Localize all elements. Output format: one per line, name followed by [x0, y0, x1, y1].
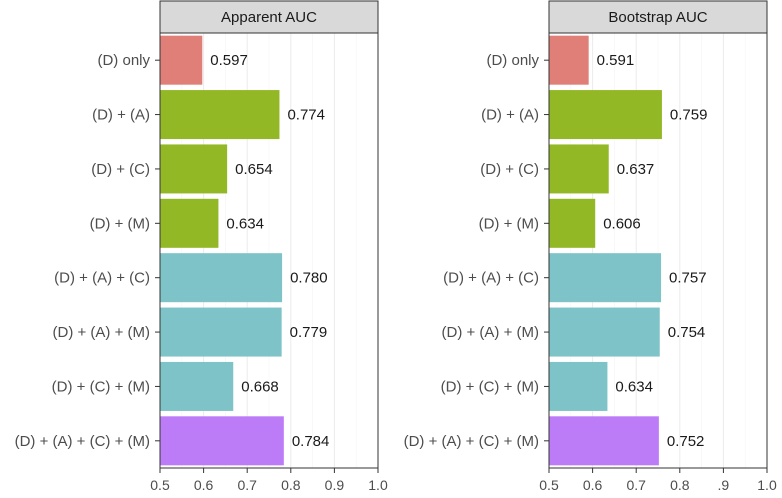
data-label: 0.654	[235, 161, 273, 178]
category-label: (D) + (M)	[90, 215, 150, 232]
category-label: (D) + (A) + (C) + (M)	[15, 433, 150, 450]
x-tick-label: 0.8	[670, 477, 690, 493]
x-tick-label: 1.0	[757, 477, 777, 493]
data-label: 0.779	[290, 324, 328, 341]
category-label: (D) + (C) + (M)	[52, 378, 150, 395]
bar	[549, 90, 662, 140]
category-label: (D) + (C)	[91, 161, 150, 178]
panel-1-title: Apparent AUC	[221, 9, 317, 26]
x-tick-label: 0.9	[325, 477, 345, 493]
category-label: (D) + (A)	[481, 107, 539, 124]
category-label: (D) + (C)	[480, 161, 539, 178]
data-label: 0.754	[668, 324, 706, 341]
x-tick-label: 0.7	[626, 477, 646, 493]
data-label: 0.774	[287, 107, 325, 124]
bar	[160, 361, 234, 411]
bar	[160, 144, 228, 194]
data-label: 0.591	[597, 52, 635, 69]
category-label: (D) only	[486, 52, 539, 69]
bar	[549, 198, 596, 248]
category-label: (D) + (C) + (M)	[441, 378, 539, 395]
x-tick-label: 0.6	[194, 477, 214, 493]
bar	[549, 35, 589, 85]
x-tick-label: 0.6	[583, 477, 603, 493]
data-label: 0.668	[241, 378, 279, 395]
data-label: 0.634	[226, 215, 264, 232]
category-label: (D) + (A) + (M)	[442, 324, 540, 341]
bar	[549, 361, 608, 411]
x-tick-label: 0.5	[539, 477, 559, 493]
category-label: (D) only	[97, 52, 150, 69]
panel-2-strip	[548, 0, 768, 34]
bar	[549, 253, 662, 303]
category-label: (D) + (A) + (C)	[54, 270, 150, 287]
data-label: 0.752	[667, 433, 705, 450]
data-label: 0.606	[603, 215, 641, 232]
panel-2-border	[548, 32, 768, 469]
x-tick-label: 0.5	[150, 477, 170, 493]
category-label: (D) + (A) + (C)	[443, 270, 539, 287]
data-label: 0.759	[670, 107, 708, 124]
category-label: (D) + (A) + (M)	[53, 324, 151, 341]
panel-1: Apparent AUC 0.597 (D) only 0.774 (D) + (A) 0…	[15, 0, 388, 493]
data-label: 0.757	[669, 270, 707, 287]
data-label: 0.780	[290, 270, 328, 287]
x-tick-label: .9	[718, 477, 730, 493]
bar	[549, 416, 659, 466]
bar	[160, 90, 280, 140]
category-label: (D) + (M)	[479, 215, 539, 232]
category-label: (D) + (A) + (C) + (M)	[404, 433, 539, 450]
bar	[549, 144, 609, 194]
x-tick-label: 1.0	[368, 477, 388, 493]
bar	[160, 35, 203, 85]
panel-1-strip	[159, 0, 379, 34]
data-label: 0.637	[617, 161, 655, 178]
bar	[549, 307, 660, 357]
x-tick-label: 0.8	[281, 477, 301, 493]
bar	[160, 198, 219, 248]
panel-1-border	[159, 32, 379, 469]
category-label: (D) + (A)	[92, 107, 150, 124]
bar	[160, 253, 283, 303]
panel-2: Bootstrap AUC 0.591 (D) only 0.759 (D) + (A)…	[404, 0, 777, 493]
bar	[160, 416, 284, 466]
data-label: 0.784	[292, 433, 330, 450]
x-tick-label: 0.7	[237, 477, 257, 493]
panel-2-title: Bootstrap AUC	[608, 9, 707, 26]
bar	[160, 307, 282, 357]
data-label: 0.597	[210, 52, 248, 69]
data-label: 0.634	[615, 378, 653, 395]
